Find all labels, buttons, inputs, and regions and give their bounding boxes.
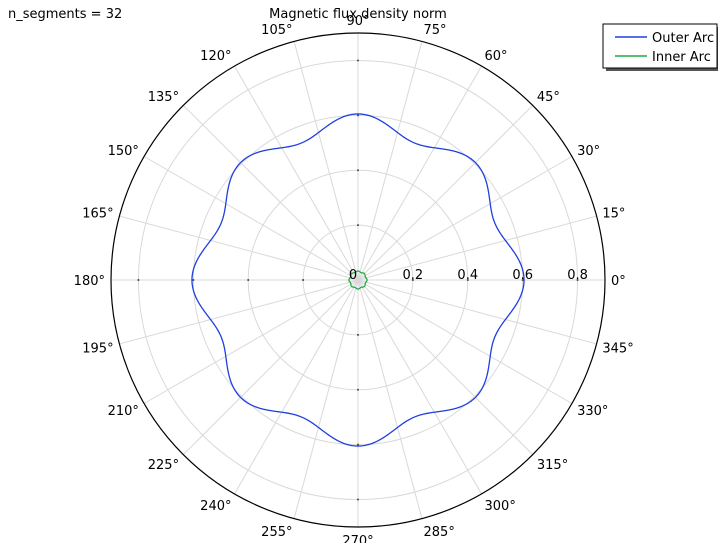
- angular-tick-label: 330°: [577, 404, 608, 419]
- polar-outer-boundary: [110, 32, 606, 528]
- angular-tick-label: 225°: [148, 458, 179, 473]
- angular-tick-label: 45°: [537, 90, 560, 105]
- angular-tick-label: 0°: [611, 274, 626, 289]
- angular-grid-spoke-22: [357, 279, 573, 404]
- angular-tick-label: 90°: [346, 14, 369, 29]
- radial-tick-mark: [357, 114, 359, 117]
- legend: Outer Arc Inner Arc: [602, 23, 718, 71]
- angular-grid-spoke-23: [357, 279, 597, 345]
- series-line-1: [348, 270, 368, 290]
- legend-entry-0: Outer Arc: [652, 31, 714, 46]
- radial-tick-mark: [357, 224, 359, 227]
- angular-tick-label: 270°: [342, 534, 373, 543]
- angular-grid-spoke-3: [357, 104, 534, 281]
- radial-tick-mark: [247, 279, 250, 281]
- radial-tick-label: 0.4: [457, 268, 478, 283]
- angular-tick-label: 30°: [577, 144, 600, 159]
- angular-grid-spoke-14: [143, 279, 359, 404]
- radial-tick-mark: [357, 169, 359, 172]
- angular-grid-spoke-2: [357, 156, 573, 281]
- angular-grid-spoke-8: [234, 65, 359, 281]
- angular-grid-spoke-9: [182, 104, 359, 281]
- radial-tick-mark: [357, 388, 359, 391]
- angular-grid-spoke-7: [293, 41, 359, 281]
- radial-tick-label: 0: [349, 268, 357, 283]
- angular-grid-spoke-11: [119, 215, 359, 281]
- angular-tick-label: 165°: [82, 207, 113, 222]
- angular-tick-label: 15°: [602, 207, 625, 222]
- angular-tick-label: 315°: [537, 458, 568, 473]
- series-layer: [191, 113, 525, 447]
- legend-box: [602, 23, 718, 69]
- angular-grid-spoke-16: [234, 279, 359, 495]
- radial-tick-mark: [357, 59, 359, 62]
- radial-tick-mark: [302, 279, 305, 281]
- radial-tick-mark: [192, 279, 195, 281]
- angular-grid-spoke-1: [357, 215, 597, 281]
- angular-tick-label: 195°: [82, 341, 113, 356]
- angular-tick-label: 75°: [424, 23, 447, 38]
- radial-tick-mark: [466, 279, 469, 281]
- radial-tick-labels: 0 0.2 0.4 0.6 0.8: [349, 268, 588, 283]
- angular-tick-labels: 0° 15° 30° 45° 60° 75° 90° 105° 120° 135° 150° 165°…: [74, 14, 634, 543]
- angular-tick-label: 300°: [485, 499, 516, 514]
- angular-tick-label: 180°: [74, 274, 105, 289]
- angular-tick-label: 345°: [602, 341, 633, 356]
- angular-tick-label: 255°: [261, 525, 292, 540]
- angular-grid: [111, 33, 605, 527]
- angular-grid-spoke-17: [293, 279, 359, 519]
- angular-tick-label: 135°: [148, 90, 179, 105]
- legend-entry-1: Inner Arc: [652, 50, 711, 65]
- corner-label: n_segments = 32: [8, 7, 122, 22]
- angular-tick-label: 150°: [108, 144, 139, 159]
- angular-grid-spoke-5: [357, 41, 423, 281]
- angular-grid-spoke-4: [357, 65, 482, 281]
- angular-tick-label: 105°: [261, 23, 292, 38]
- angular-grid-spoke-20: [357, 279, 482, 495]
- angular-grid-spoke-19: [357, 279, 423, 519]
- radial-tick-mark: [137, 279, 140, 281]
- radial-tick-mark: [357, 443, 359, 446]
- angular-tick-label: 120°: [200, 49, 231, 64]
- radial-tick-label: 0.8: [567, 268, 588, 283]
- radial-tick-mark: [357, 498, 359, 501]
- angular-grid-spoke-21: [357, 279, 534, 456]
- angular-grid-spoke-15: [182, 279, 359, 456]
- series-line-0: [191, 113, 525, 447]
- chart-title: Magnetic flux density norm: [269, 7, 447, 22]
- radial-tick-label: 0.6: [512, 268, 533, 283]
- radial-tick-mark: [411, 279, 414, 281]
- angular-grid-spoke-10: [143, 156, 359, 281]
- radial-tick-mark: [357, 333, 359, 336]
- angular-tick-label: 240°: [200, 499, 231, 514]
- angular-tick-label: 60°: [485, 49, 508, 64]
- radial-tick-label: 0.2: [403, 268, 424, 283]
- angular-tick-label: 285°: [424, 525, 455, 540]
- radial-tick-mark: [521, 279, 524, 281]
- radial-tick-mark: [576, 279, 579, 281]
- angular-tick-label: 210°: [108, 404, 139, 419]
- angular-grid-spoke-13: [119, 279, 359, 345]
